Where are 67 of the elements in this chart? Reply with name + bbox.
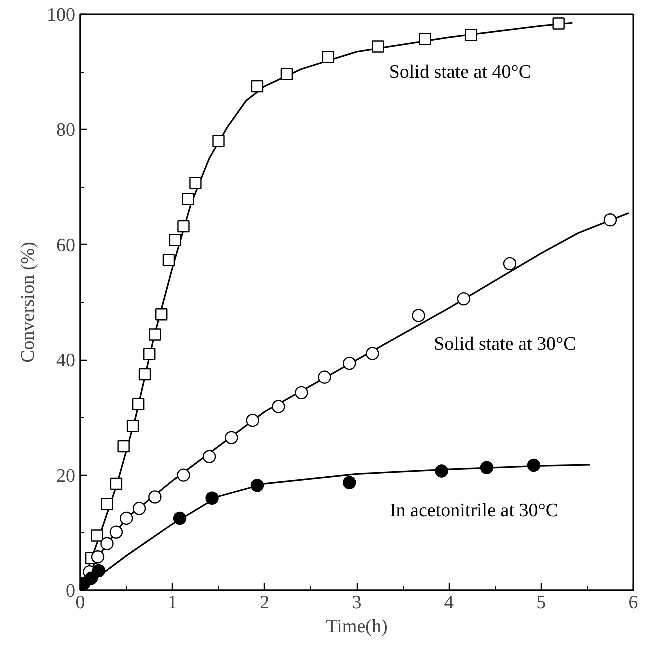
y-tick-label: 100 [47, 5, 76, 26]
point [527, 458, 541, 472]
x-tick-label: 4 [444, 592, 454, 614]
point [318, 370, 332, 384]
point [280, 68, 294, 81]
point [457, 292, 471, 306]
point [173, 512, 187, 526]
y-tick-label: 80 [56, 120, 76, 142]
point [250, 479, 264, 492]
point [190, 177, 202, 190]
point [295, 386, 308, 400]
point [118, 440, 130, 453]
point [372, 40, 384, 53]
point [322, 51, 335, 64]
point [212, 135, 225, 148]
point [126, 420, 140, 432]
point [552, 18, 565, 30]
x-tick-label: 2 [260, 592, 270, 614]
y-tick-label: 40 [56, 350, 76, 372]
x-tick-label: 5 [536, 592, 546, 614]
point [156, 308, 168, 321]
point [144, 348, 156, 360]
point [503, 257, 517, 270]
point [138, 368, 152, 381]
point [101, 498, 114, 510]
annotation: Solid state at 30°C [434, 334, 576, 356]
point [206, 492, 219, 505]
x-tick-label: 3 [352, 592, 362, 614]
point [480, 461, 494, 474]
point [162, 254, 176, 267]
point [246, 414, 260, 428]
point [92, 564, 106, 578]
point [343, 356, 356, 370]
point [343, 476, 356, 490]
y-axis-title: Conversion (%) [18, 242, 39, 363]
x-tick-label: 1 [168, 592, 178, 614]
annotation: In acetonitrile at 30°C [390, 500, 558, 522]
point [435, 464, 448, 478]
point [272, 400, 286, 414]
point [366, 347, 380, 360]
point [225, 431, 238, 444]
y-tick-label: 20 [56, 466, 76, 487]
point [419, 33, 432, 46]
point [120, 512, 134, 526]
point [149, 328, 162, 341]
point [84, 572, 98, 585]
annotation: Solid state at 40°C [389, 62, 532, 84]
point [100, 537, 114, 550]
point [465, 29, 478, 42]
point [132, 398, 145, 411]
point [412, 309, 426, 322]
point [110, 478, 123, 490]
point [90, 530, 104, 542]
point [604, 214, 618, 227]
point [177, 468, 190, 482]
point [182, 193, 194, 206]
point [251, 80, 264, 93]
point [178, 220, 190, 233]
point [202, 450, 216, 464]
y-tick-label: 60 [56, 235, 76, 256]
point [148, 490, 162, 504]
x-axis-title: Time(h) [326, 616, 388, 638]
point [110, 526, 124, 539]
point [169, 234, 182, 246]
x-tick-label: 6 [628, 592, 638, 614]
point [91, 550, 105, 564]
point [132, 502, 146, 516]
